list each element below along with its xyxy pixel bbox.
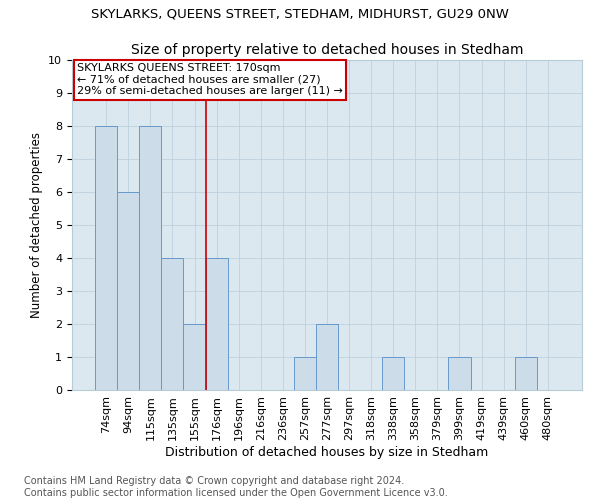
- Bar: [117, 192, 139, 390]
- Bar: [139, 126, 161, 390]
- Title: Size of property relative to detached houses in Stedham: Size of property relative to detached ho…: [131, 44, 523, 58]
- Text: SKYLARKS, QUEENS STREET, STEDHAM, MIDHURST, GU29 0NW: SKYLARKS, QUEENS STREET, STEDHAM, MIDHUR…: [91, 8, 509, 20]
- Bar: [161, 258, 184, 390]
- Bar: [382, 357, 404, 390]
- Bar: [206, 258, 227, 390]
- Bar: [95, 126, 117, 390]
- X-axis label: Distribution of detached houses by size in Stedham: Distribution of detached houses by size …: [166, 446, 488, 458]
- Bar: [184, 324, 206, 390]
- Y-axis label: Number of detached properties: Number of detached properties: [30, 132, 43, 318]
- Text: Contains HM Land Registry data © Crown copyright and database right 2024.
Contai: Contains HM Land Registry data © Crown c…: [24, 476, 448, 498]
- Bar: [316, 324, 338, 390]
- Bar: [294, 357, 316, 390]
- Bar: [515, 357, 537, 390]
- Bar: [448, 357, 470, 390]
- Text: SKYLARKS QUEENS STREET: 170sqm
← 71% of detached houses are smaller (27)
29% of : SKYLARKS QUEENS STREET: 170sqm ← 71% of …: [77, 64, 343, 96]
